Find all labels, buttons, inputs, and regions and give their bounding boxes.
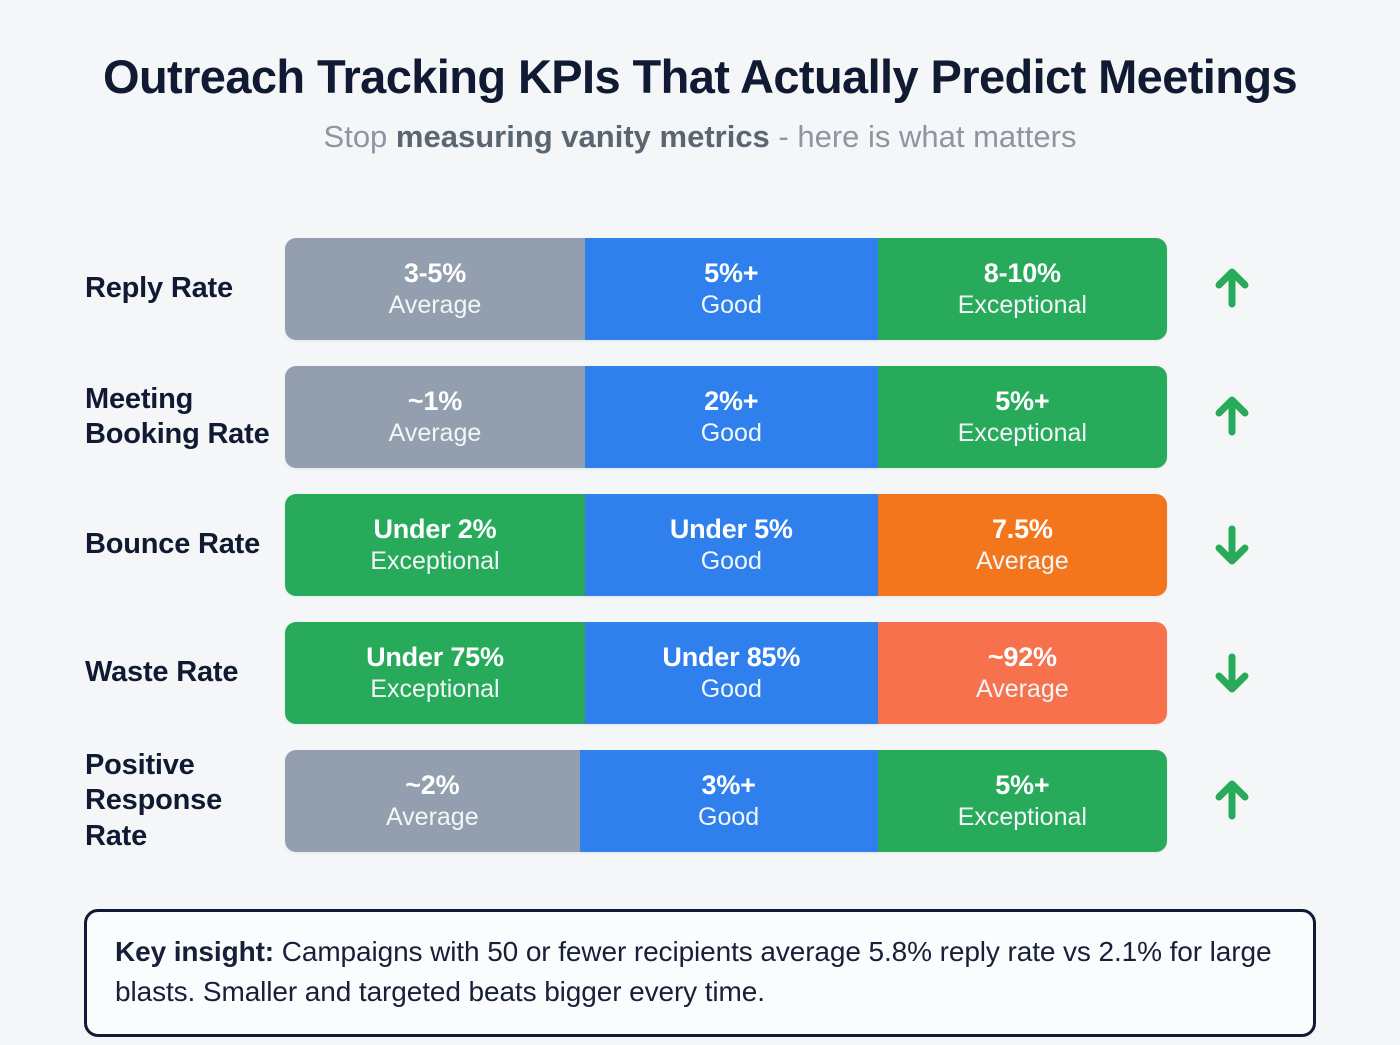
arrow-up-icon <box>1215 780 1249 820</box>
segment-value: 3%+ <box>701 770 756 801</box>
kpi-bar: 3-5% Average 5%+ Good 8-10% Exceptional <box>285 238 1167 340</box>
kpi-row-label: Reply Rate <box>85 272 233 305</box>
kpi-bar-segment-average: ~1% Average <box>285 366 585 468</box>
kpi-bar: ~2% Average 3%+ Good 5%+ Exceptional <box>285 750 1167 852</box>
segment-value: Under 85% <box>662 642 801 673</box>
segment-value: 5%+ <box>704 258 759 289</box>
page-subtitle: Stop measuring vanity metrics - here is … <box>0 119 1400 155</box>
segment-tier-label: Exceptional <box>957 418 1087 447</box>
trend-indicator <box>1189 392 1275 442</box>
segment-tier-label: Average <box>388 418 482 447</box>
segment-value: ~1% <box>407 386 463 417</box>
kpi-bar: Under 75% Exceptional Under 85% Good ~92% Ave… <box>285 622 1167 724</box>
key-insight-box: Key insight: Campaigns with 50 or fewer … <box>84 909 1316 1037</box>
kpi-rows: Reply Rate 3-5% Average 5%+ Good 8-10% Excepti… <box>0 238 1400 878</box>
segment-value: 3-5% <box>403 258 467 289</box>
arrow-up-icon <box>1215 268 1249 308</box>
kpi-bar-segment-exceptional: Under 2% Exceptional <box>285 494 585 596</box>
key-insight-lead: Key insight: <box>115 936 275 967</box>
segment-tier-label: Exceptional <box>370 674 500 703</box>
subtitle-accent: measuring vanity metrics <box>395 118 770 154</box>
kpi-row: Bounce Rate Under 2% Exceptional Under 5% Go… <box>0 494 1400 596</box>
arrow-down-icon <box>1215 653 1249 693</box>
segment-tier-label: Average <box>975 674 1069 703</box>
kpi-row: Meeting Booking Rate ~1% Average 2%+ Good 5%+… <box>0 366 1400 468</box>
kpi-bar-segment-average: 3-5% Average <box>285 238 585 340</box>
segment-value: Under 2% <box>373 514 497 545</box>
kpi-bar-segment-exceptional: Under 75% Exceptional <box>285 622 585 724</box>
segment-tier-label: Good <box>700 674 762 703</box>
page-title: Outreach Tracking KPIs That Actually Pre… <box>102 50 1298 103</box>
kpi-row: Reply Rate 3-5% Average 5%+ Good 8-10% Excepti… <box>0 238 1400 340</box>
kpi-bar-segment-good: 2%+ Good <box>584 366 878 468</box>
header: Outreach Tracking KPIs That Actually Pre… <box>0 0 1400 154</box>
trend-indicator <box>1189 648 1275 698</box>
segment-value: Under 75% <box>366 642 504 673</box>
subtitle-suffix: - here is what matters <box>769 118 1077 154</box>
segment-tier-label: Exceptional <box>957 802 1087 831</box>
segment-tier-label: Good <box>700 290 762 319</box>
kpi-bar-segment-good: 3%+ Good <box>579 750 878 852</box>
arrow-down-icon <box>1215 525 1249 565</box>
subtitle-prefix: Stop <box>323 118 396 154</box>
kpi-row: Positive Response Rate ~2% Average 3%+ Good 5… <box>0 748 1400 852</box>
kpi-bar-segment-average: ~92% Average <box>877 622 1167 724</box>
kpi-bar-segment-exceptional: 5%+ Exceptional <box>877 750 1167 852</box>
segment-value: 5%+ <box>995 770 1050 801</box>
kpi-row-label: Waste Rate <box>85 656 239 689</box>
kpi-row: Waste Rate Under 75% Exceptional Under 85% G… <box>0 622 1400 724</box>
segment-tier-label: Good <box>700 546 762 575</box>
segment-value: 5%+ <box>995 386 1050 417</box>
kpi-bar-segment-exceptional: 8-10% Exceptional <box>877 238 1167 340</box>
kpi-bar-segment-good: Under 5% Good <box>584 494 878 596</box>
segment-value: 7.5% <box>991 514 1053 545</box>
segment-tier-label: Average <box>385 802 479 831</box>
trend-indicator <box>1189 776 1275 826</box>
segment-value: Under 5% <box>669 514 793 545</box>
kpi-bar-segment-average: 7.5% Average <box>877 494 1167 596</box>
segment-tier-label: Exceptional <box>370 546 500 575</box>
trend-indicator <box>1189 520 1275 570</box>
kpi-row-label: Meeting Booking Rate <box>85 382 270 450</box>
arrow-up-icon <box>1215 396 1249 436</box>
segment-tier-label: Exceptional <box>957 290 1087 319</box>
segment-tier-label: Good <box>700 418 762 447</box>
kpi-bar-segment-exceptional: 5%+ Exceptional <box>877 366 1167 468</box>
segment-value: ~92% <box>987 642 1057 673</box>
key-insight-body: Campaigns with 50 or fewer recipients av… <box>115 936 1272 1007</box>
segment-tier-label: Good <box>698 802 760 831</box>
segment-tier-label: Average <box>975 546 1069 575</box>
kpi-bar: ~1% Average 2%+ Good 5%+ Exceptional <box>285 366 1167 468</box>
segment-value: 8-10% <box>983 258 1061 289</box>
kpi-bar-segment-good: Under 85% Good <box>584 622 878 724</box>
segment-tier-label: Average <box>388 290 482 319</box>
segment-value: 2%+ <box>704 386 759 417</box>
segment-value: ~2% <box>405 770 460 801</box>
trend-indicator <box>1189 264 1275 314</box>
key-insight-text: Key insight: Campaigns with 50 or fewer … <box>115 932 1285 1012</box>
kpi-bar-segment-average: ~2% Average <box>285 750 580 852</box>
kpi-row-label: Positive Response Rate <box>85 748 222 852</box>
kpi-bar-segment-good: 5%+ Good <box>584 238 878 340</box>
kpi-bar: Under 2% Exceptional Under 5% Good 7.5% Avera… <box>285 494 1167 596</box>
kpi-row-label: Bounce Rate <box>85 528 261 561</box>
